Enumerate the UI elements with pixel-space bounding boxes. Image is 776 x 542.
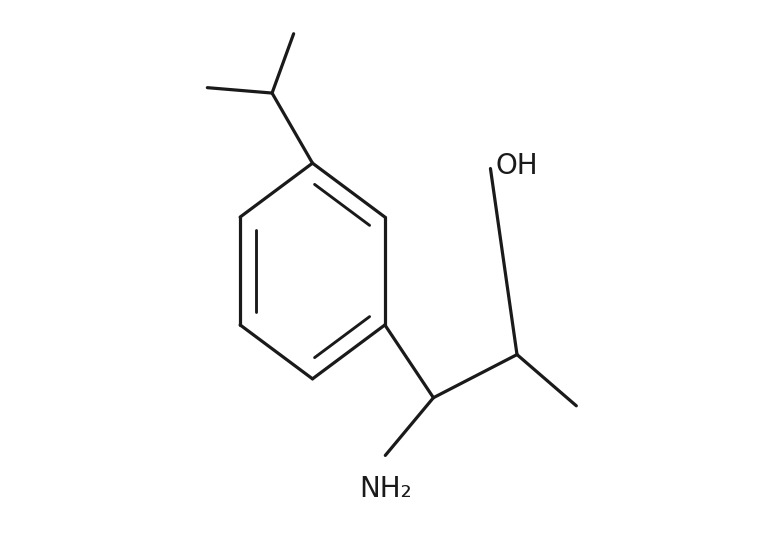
Text: OH: OH xyxy=(496,152,539,180)
Text: NH₂: NH₂ xyxy=(359,475,412,504)
